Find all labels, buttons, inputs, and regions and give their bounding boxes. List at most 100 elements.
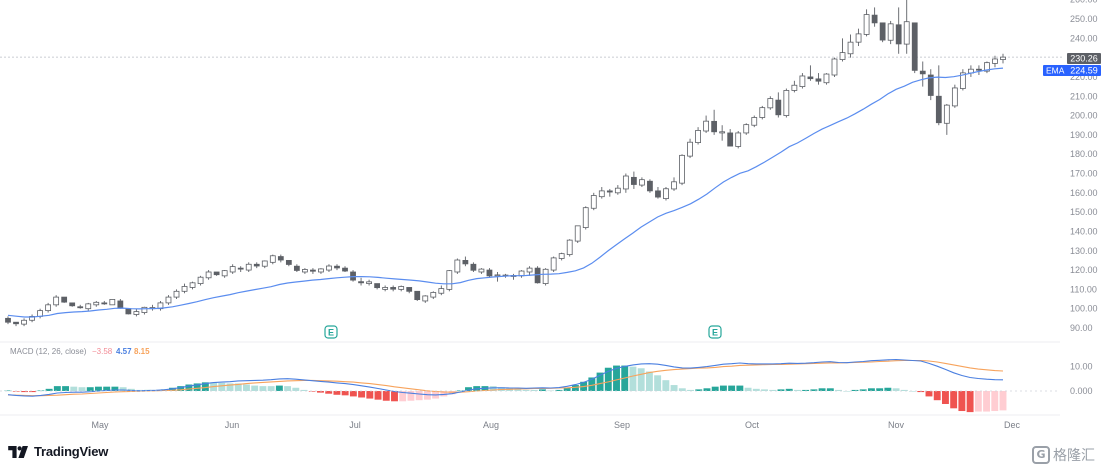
- candle-body: [125, 308, 132, 315]
- candle: [791, 80, 798, 93]
- candle-body: [976, 68, 982, 71]
- candle-body: [959, 72, 966, 89]
- macd-histogram-bar: [695, 389, 703, 391]
- candle: [759, 105, 766, 120]
- month-label: Dec: [1004, 420, 1021, 430]
- macd-histogram-bar: [349, 391, 357, 397]
- macd-histogram-bar: [892, 388, 900, 391]
- macd-histogram-bar: [4, 390, 12, 392]
- price-tick-label: 220.00: [1070, 72, 1098, 82]
- candle: [213, 271, 220, 276]
- price-tick-label: 180.00: [1070, 149, 1098, 159]
- candle: [21, 318, 27, 327]
- macd-histogram-bar: [267, 386, 275, 391]
- macd-histogram-bar: [300, 389, 308, 391]
- price-tick-label: 240.00: [1070, 33, 1098, 43]
- macd-histogram-bar: [259, 386, 267, 391]
- macd-legend[interactable]: MACD (12, 26, close) −3.58 4.57 8.15: [10, 347, 150, 356]
- candle-body: [614, 187, 621, 194]
- candle-body: [735, 132, 742, 147]
- last-price-badge: 230.26: [1067, 53, 1101, 64]
- candle-body: [855, 33, 862, 43]
- macd-histogram-bar: [169, 387, 176, 391]
- candle: [149, 304, 156, 311]
- candle-body: [358, 281, 364, 284]
- candle-body: [334, 265, 340, 269]
- macd-signal-line: [7, 359, 1004, 397]
- candle: [117, 299, 124, 309]
- candle-body: [494, 274, 501, 277]
- candle: [703, 115, 709, 133]
- candle: [486, 268, 493, 278]
- candle-body: [430, 292, 437, 298]
- candle-body: [45, 304, 52, 312]
- tradingview-logo[interactable]: TradingView: [8, 444, 108, 459]
- macd-histogram-bar: [974, 391, 982, 412]
- macd-histogram-bar: [769, 389, 777, 391]
- candle-body: [534, 267, 541, 284]
- candle: [77, 304, 84, 309]
- candle-body: [927, 74, 934, 96]
- candle-body: [197, 276, 204, 284]
- candle: [462, 256, 469, 267]
- candle-body: [775, 99, 782, 116]
- candle: [454, 258, 461, 274]
- candle-body: [526, 267, 533, 273]
- candle-body: [831, 58, 838, 76]
- candle-body: [213, 271, 220, 276]
- macd-histogram-bar: [325, 391, 333, 394]
- candle-body: [117, 300, 124, 309]
- candle: [927, 69, 934, 101]
- candle-body: [935, 95, 942, 124]
- macd-histogram-bar: [226, 383, 234, 391]
- candle-body: [173, 290, 180, 298]
- candle: [310, 268, 316, 274]
- candle: [45, 302, 52, 313]
- candle: [229, 264, 236, 274]
- candle-body: [703, 120, 709, 132]
- candle-body: [895, 24, 902, 45]
- candle-body: [438, 288, 445, 294]
- candle-body: [221, 270, 228, 277]
- price-tick-label: 110.00: [1070, 284, 1097, 294]
- candle: [366, 279, 372, 286]
- candle-body: [606, 190, 613, 193]
- candle-body: [647, 180, 653, 192]
- candle: [968, 65, 974, 77]
- candle-body: [406, 287, 413, 292]
- macd-histogram-bar: [251, 385, 259, 391]
- price-axis[interactable]: 260.00250.00240.00230.00220.00210.00200.…: [1070, 0, 1098, 333]
- price-tick-label: 210.00: [1070, 91, 1098, 101]
- candle-body: [261, 260, 268, 267]
- macd-histogram-bar: [785, 388, 793, 391]
- macd-histogram-bar: [991, 391, 999, 412]
- candle-body: [711, 120, 718, 133]
- macd-tick-label: 0.000: [1070, 386, 1093, 396]
- candle: [992, 55, 998, 68]
- candle: [510, 273, 517, 280]
- time-axis[interactable]: May Jun Jul Aug Sep Oct Nov Dec: [0, 341, 1060, 430]
- macd-histogram-bar: [86, 387, 94, 391]
- macd-histogram-bar: [802, 389, 810, 391]
- candle: [775, 92, 782, 118]
- candle: [518, 270, 525, 278]
- candle-body: [462, 260, 469, 265]
- candle: [318, 268, 324, 274]
- candle-body: [277, 256, 284, 261]
- candle: [959, 69, 966, 91]
- macd-histogram-bar: [201, 382, 209, 391]
- candle-body: [245, 263, 252, 271]
- macd-histogram-bar: [703, 388, 711, 391]
- macd-histogram-bar: [876, 388, 884, 391]
- candle: [406, 287, 413, 294]
- candle: [293, 264, 300, 272]
- macd-signal-value: 8.15: [134, 347, 150, 356]
- candle: [109, 299, 116, 306]
- candle: [598, 187, 605, 199]
- candle: [783, 88, 790, 118]
- candle-body: [310, 269, 316, 272]
- candle-body: [992, 58, 998, 64]
- ema-value-label: 224.59: [1070, 66, 1098, 76]
- watermark-wordmark: 格隆汇: [1053, 448, 1095, 464]
- macd-axis[interactable]: 10.00 0.000: [0, 361, 1093, 396]
